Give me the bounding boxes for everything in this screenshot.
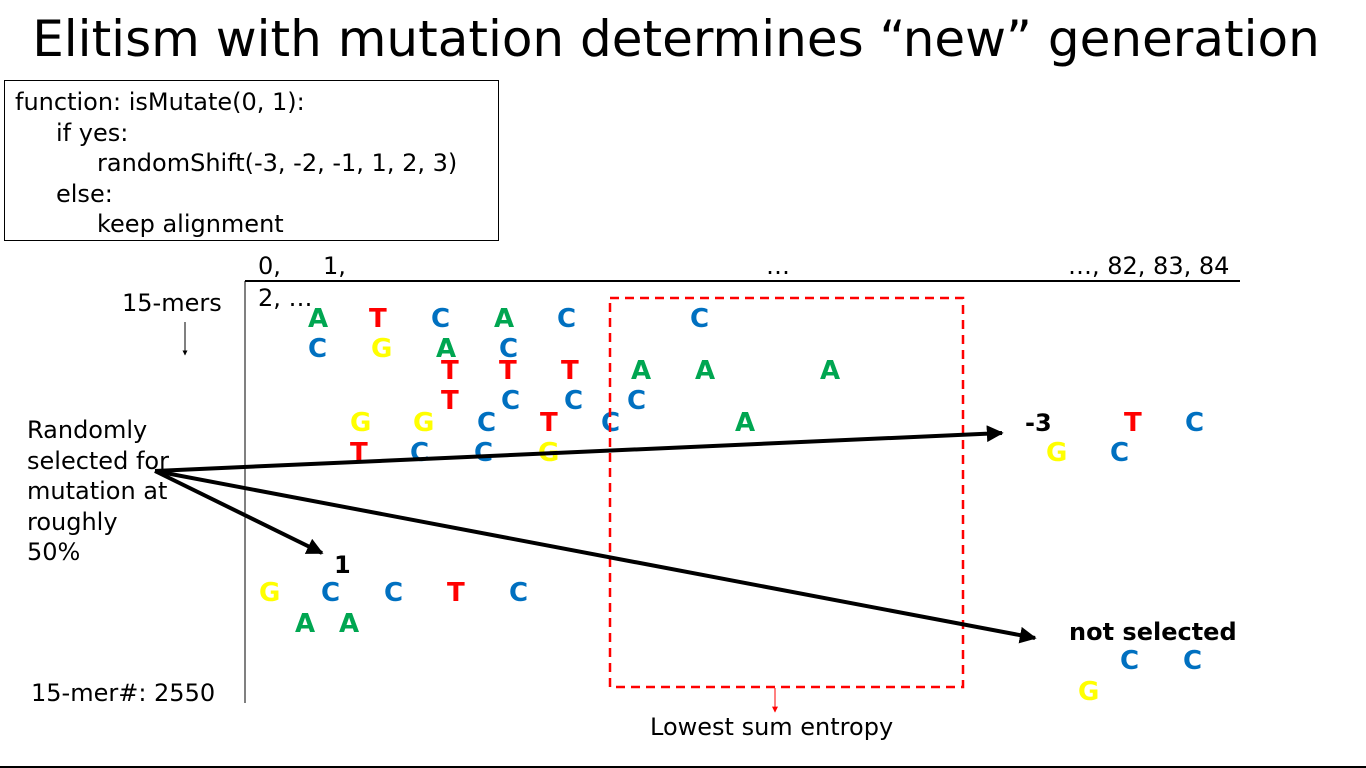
nucleotide: G [259,578,281,608]
nucleotide: A [436,334,457,364]
nucleotide: C [431,304,451,334]
nucleotide: C [499,334,519,364]
nucleotide: T [499,356,517,386]
nucleotide: C [509,578,529,608]
nucleotide: C [1120,646,1140,676]
nucleotide: T [369,304,387,334]
kmer-count-label: 15-mer#: 2550 [31,679,216,707]
code-line-else: else: [56,179,113,208]
nucleotide: C [321,578,341,608]
nucleotide: T [441,386,459,416]
arrow-to-not-selected [154,469,1037,644]
random-selection-label: Randomly selected for mutation at roughl… [27,415,169,568]
code-line-random-shift: randomShift(-3, -2, -1, 1, 2, 3) [97,149,458,177]
nucleotide: G [1078,677,1100,707]
kmers-label: 15-mers [122,289,222,317]
slide-title: Elitism with mutation determines “new” g… [32,10,1320,68]
nucleotide: T [561,356,579,386]
nucleotide: G [371,334,393,364]
nucleotide: C [627,386,647,416]
arrow-to-shift-plus-1 [154,469,324,555]
nucleotide: C [1110,438,1130,468]
nucleotide: C [308,334,328,364]
code-line-keep: keep alignment [97,210,284,238]
nucleotide: C [501,386,521,416]
shift-plus-1-label: 1 [334,551,351,579]
nucleotide: A [295,609,316,639]
random-label-line: roughly [27,507,118,536]
nucleotide: C [384,578,404,608]
nucleotide: A [735,408,756,438]
nucleotide: A [695,356,716,386]
nucleotide: A [494,304,515,334]
nucleotide: A [820,356,841,386]
random-label-line: mutation at [27,477,168,505]
code-line-if: if yes: [56,118,129,147]
nucleotide: C [477,408,497,438]
arrow-to-shift-minus-3 [154,425,1004,473]
code-line-function: function: isMutate(0, 1): [15,88,305,116]
lowest-entropy-label: Lowest sum entropy [650,713,894,741]
position-label-1: 1, [323,252,346,280]
nucleotide: T [447,578,465,608]
position-label-2: 2, … [258,284,313,312]
not-selected-label: not selected [1069,618,1237,646]
random-label-line: Randomly [27,416,148,444]
nucleotide: A [308,304,329,334]
nucleotide: G [1046,438,1068,468]
random-label-line: selected for [27,446,169,475]
nucleotide: A [631,356,652,386]
position-label-0: 0, [258,252,281,280]
nucleotide: C [690,304,710,334]
nucleotide: T [441,356,459,386]
shift-minus-3-label: -3 [1025,409,1052,437]
nucleotide: T [540,408,558,438]
lowest-entropy-box [608,296,965,689]
nucleotide: G [413,408,435,438]
pseudocode-box: function: isMutate(0, 1): if yes: random… [4,80,499,241]
nucleotide: C [564,386,584,416]
nucleotide: T [1124,408,1142,438]
random-label-line: 50% [27,538,81,566]
nucleotide: C [557,304,577,334]
nucleotide: C [1185,408,1205,438]
nucleotide: C [1183,646,1203,676]
position-label-middle: … [766,252,790,280]
nucleotide: G [350,408,372,438]
position-label-end: …, 82, 83, 84 [1068,252,1230,280]
nucleotide: C [474,438,494,468]
nucleotide: A [339,609,360,639]
